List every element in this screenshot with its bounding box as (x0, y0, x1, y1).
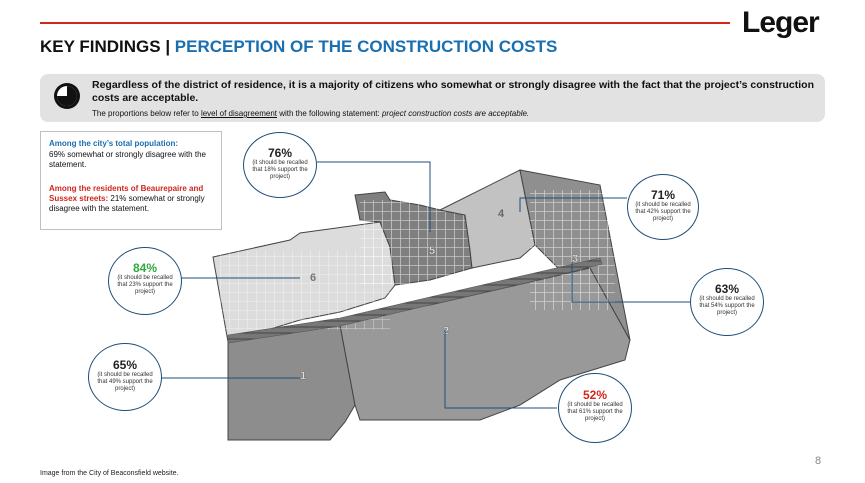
district-2-label: 2 (443, 325, 449, 337)
district-5-pct: 76% (267, 146, 293, 160)
banner-headline: Regardless of the district of residence,… (92, 79, 814, 104)
banner-sub-prefix: The proportions below refer to (92, 109, 201, 118)
image-source: Image from the City of Beaconsfield webs… (40, 470, 179, 477)
leader-line-4 (519, 197, 627, 212)
title-prefix: KEY FINDINGS | (40, 37, 175, 56)
banner-sub-italic: project construction costs are acceptabl… (381, 109, 530, 118)
total-population-text: 69% somewhat or strongly disagree with t… (49, 150, 206, 169)
pie-chart-icon (54, 83, 80, 109)
banner-subtext: The proportions below refer to level of … (92, 109, 529, 118)
railway-corridor (227, 257, 603, 344)
district-4-label: 4 (498, 208, 505, 220)
callout-district-4: 71% (it should be recalled that 42% supp… (627, 174, 699, 240)
population-info-box: Among the city’s total population: 69% s… (40, 131, 222, 230)
district-2-pct: 52% (582, 388, 608, 402)
district-6-note: (it should be recalled that 23% support … (117, 275, 173, 295)
total-population-heading: Among the city’s total population: (49, 139, 179, 148)
leger-logo: Leger (742, 6, 820, 39)
page-number: 8 (815, 455, 822, 467)
leader-lines (158, 161, 690, 409)
callout-district-1: 65% (it should be recalled that 49% supp… (88, 343, 162, 411)
header-rule (40, 22, 730, 24)
summary-banner (40, 74, 825, 122)
district-5-streets (360, 200, 470, 285)
district-1-label: 1 (300, 370, 306, 382)
district-5-label: 5 (429, 245, 435, 257)
district-3-label: 3 (572, 253, 578, 265)
banner-sub-underlined: level of disagreement (200, 109, 277, 118)
leader-line-3 (571, 262, 690, 303)
residents-heading: Among the residents of Beaurepaire and S… (49, 184, 204, 203)
district-1-note: (it should be recalled that 49% support … (97, 372, 153, 392)
district-3-note: (it should be recalled that 54% support … (699, 296, 755, 316)
district-5-note: (it should be recalled that 18% support … (252, 160, 308, 180)
district-3-pct: 63% (714, 282, 740, 296)
residents-block: Among the residents of Beaurepaire and S… (49, 184, 217, 214)
page-title: KEY FINDINGS | PERCEPTION OF THE CONSTRU… (40, 37, 557, 57)
district-4-note: (it should be recalled that 42% support … (635, 202, 691, 222)
callout-district-5: 76% (it should be recalled that 18% supp… (243, 132, 317, 198)
district-6-pct: 84% (132, 261, 158, 275)
district-1-pct: 65% (112, 358, 138, 372)
district-2-note: (it should be recalled that 61% support … (567, 402, 623, 422)
district-4-pct: 71% (650, 188, 676, 202)
callout-district-6: 84% (it should be recalled that 23% supp… (108, 247, 182, 315)
residents-text: 21% somewhat or strongly disagree with t… (49, 194, 205, 213)
leader-line-2 (444, 330, 557, 409)
banner-sub-middle: with the following statement: (277, 109, 382, 118)
callout-district-2: 52% (it should be recalled that 61% supp… (558, 373, 632, 443)
leader-line-5 (317, 161, 431, 232)
title-topic: PERCEPTION OF THE CONSTRUCTION COSTS (174, 37, 558, 56)
callout-district-3: 63% (it should be recalled that 54% supp… (690, 268, 764, 336)
district-1-area (227, 324, 356, 441)
district-6-label: 6 (310, 272, 316, 284)
